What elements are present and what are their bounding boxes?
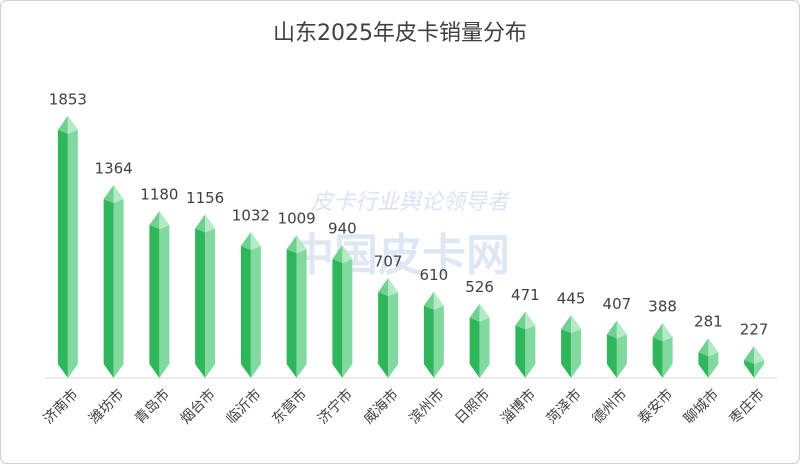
bar-top-side: [205, 214, 216, 233]
bar-top: [103, 184, 114, 203]
bar-side: [159, 225, 170, 378]
bar-top-side: [662, 323, 673, 342]
data-label: 526: [465, 278, 494, 296]
bar: [469, 317, 480, 378]
data-label: 227: [740, 320, 769, 338]
data-label: 610: [420, 266, 449, 284]
bar-side: [479, 317, 490, 378]
bar-side: [388, 291, 399, 378]
bar: [561, 329, 572, 378]
data-label: 471: [511, 286, 540, 304]
bar-top-side: [571, 315, 582, 334]
bar-top: [286, 235, 297, 254]
data-label: 1180: [140, 186, 178, 204]
bar-side: [616, 334, 627, 378]
bar-top-side: [479, 303, 490, 322]
bar: [57, 129, 68, 378]
data-label: 1853: [49, 90, 87, 108]
bar: [378, 291, 389, 378]
bar-side: [250, 245, 261, 378]
bar-top: [378, 277, 389, 296]
bar-top-side: [708, 338, 719, 357]
bar-top: [652, 323, 663, 342]
data-label: 1032: [232, 206, 270, 224]
watermark: 中国皮卡网: [290, 230, 510, 281]
bar-side: [205, 228, 216, 378]
bar: [423, 305, 434, 378]
bar-top-side: [342, 244, 353, 263]
bar-top: [744, 345, 755, 364]
bar-top-side: [616, 320, 627, 339]
bar-side: [571, 329, 582, 378]
data-label: 445: [557, 290, 586, 308]
bar-top: [240, 231, 251, 250]
bar-top-side: [296, 235, 307, 254]
bar-top: [561, 315, 572, 334]
bar-top-side: [67, 115, 78, 134]
bar-top: [423, 291, 434, 310]
bar-top-side: [388, 277, 399, 296]
bar-top: [698, 338, 709, 357]
bar-side: [525, 325, 536, 378]
bar-top: [195, 214, 206, 233]
data-label: 940: [328, 219, 357, 237]
bar: [698, 352, 709, 378]
bar-side: [754, 359, 765, 378]
bar-top: [606, 320, 617, 339]
data-label: 1009: [278, 210, 316, 228]
bar-top: [332, 244, 343, 263]
bar-top-side: [159, 211, 170, 230]
bar-top: [469, 303, 480, 322]
bar-top-side: [250, 231, 261, 250]
bar: [103, 198, 114, 378]
data-label: 388: [648, 298, 677, 316]
bar: [652, 337, 663, 378]
bar-side: [67, 129, 78, 378]
data-label: 407: [603, 295, 632, 313]
bar-side: [113, 198, 124, 378]
bar-side: [662, 337, 673, 378]
bar: [515, 325, 526, 378]
chart-title: 山东2025年皮卡销量分布: [273, 21, 527, 46]
data-label: 707: [374, 252, 403, 270]
bar-side: [433, 305, 444, 378]
bar: [149, 225, 160, 378]
bar: [195, 228, 206, 378]
bar-top-side: [754, 345, 765, 364]
bar: [744, 359, 755, 378]
bar-top-side: [113, 184, 124, 203]
watermark: 皮卡行业舆论领导者: [311, 190, 512, 215]
data-label: 1156: [186, 189, 224, 207]
bar-side: [708, 352, 719, 378]
bar-top: [515, 311, 526, 330]
bar-top: [149, 211, 160, 230]
bar-side: [296, 249, 307, 378]
bar-side: [342, 258, 353, 378]
bar: [240, 245, 251, 378]
bar-top-side: [433, 291, 444, 310]
bar-top-side: [525, 311, 536, 330]
data-label: 1364: [95, 159, 133, 177]
bar: [286, 249, 297, 378]
bar-top: [57, 115, 68, 134]
data-label: 281: [694, 313, 723, 331]
bar: [606, 334, 617, 378]
bar: [332, 258, 343, 378]
